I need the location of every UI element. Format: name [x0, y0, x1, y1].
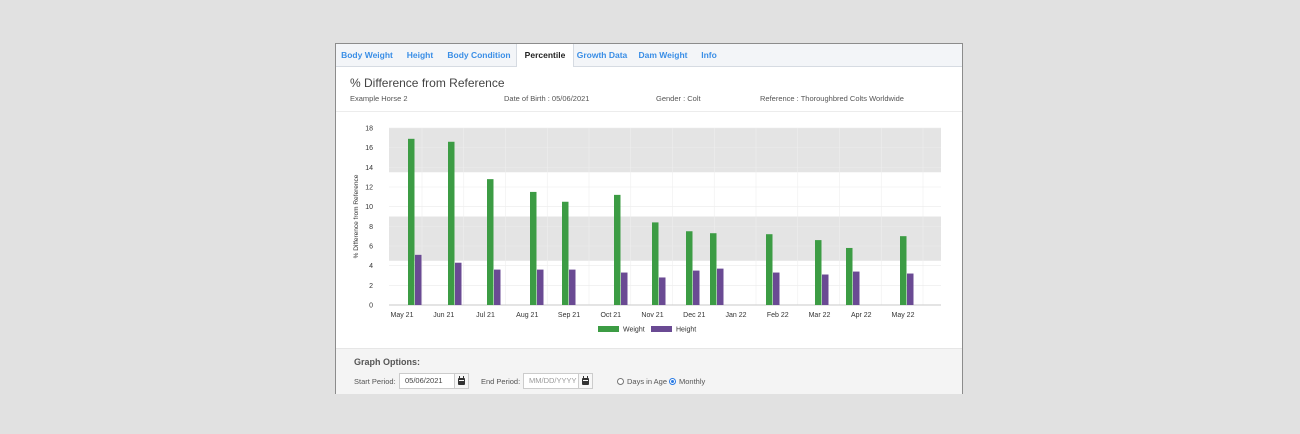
start-period-label: Start Period:	[354, 377, 396, 386]
days-in-age-label[interactable]: Days in Age	[627, 377, 668, 386]
graph-options-title: Graph Options:	[354, 357, 420, 367]
tab-body-weight[interactable]: Body Weight	[341, 50, 393, 60]
height-bar	[717, 268, 724, 305]
weight-bar	[900, 236, 907, 305]
date-of-birth: Date of Birth : 05/06/2021	[504, 94, 590, 103]
calendar-icon	[458, 376, 465, 385]
legend-swatch-height	[651, 326, 672, 332]
height-bar	[455, 262, 462, 305]
weight-bar	[710, 233, 717, 305]
gender: Gender : Colt	[656, 94, 701, 103]
height-bar	[621, 272, 628, 305]
page-title: % Difference from Reference	[350, 76, 505, 90]
tab-info[interactable]: Info	[701, 50, 717, 60]
x-tick-label: May 21	[391, 312, 414, 319]
x-tick-label: Sep 21	[558, 312, 580, 319]
x-tick-label: Jun 21	[433, 312, 454, 319]
weight-bar	[408, 138, 415, 305]
height-bar	[822, 274, 829, 305]
x-tick-label: Mar 22	[809, 312, 831, 319]
reference-band	[389, 128, 941, 173]
y-tick-label: 14	[365, 165, 373, 172]
tab-height[interactable]: Height	[406, 50, 434, 60]
end-calendar-button[interactable]	[579, 373, 593, 389]
weight-bar	[562, 201, 569, 305]
height-bar	[415, 254, 422, 305]
graph-options: Graph Options: Start Period: 05/06/2021 …	[336, 348, 962, 394]
weight-bar	[614, 194, 621, 305]
weight-bar	[766, 234, 773, 305]
divider	[336, 111, 962, 112]
x-tick-label: Apr 22	[851, 312, 872, 319]
y-tick-label: 0	[369, 303, 373, 310]
weight-bar	[448, 141, 455, 305]
tab-growth-data[interactable]: Growth Data	[576, 50, 628, 60]
percentile-panel: Body Weight Height Body Condition Percen…	[335, 43, 963, 394]
horse-name: Example Horse 2	[350, 94, 408, 103]
x-tick-label: Jan 22	[725, 312, 746, 319]
weight-bar	[846, 247, 853, 305]
height-bar	[537, 269, 544, 305]
weight-bar	[815, 240, 822, 305]
calendar-icon	[582, 376, 589, 385]
x-tick-label: Dec 21	[683, 312, 705, 319]
days-in-age-radio[interactable]	[617, 378, 624, 385]
reference-band	[389, 216, 941, 261]
x-tick-label: Jul 21	[476, 312, 495, 319]
tab-bar: Body Weight Height Body Condition Percen…	[336, 44, 962, 67]
end-period-label: End Period:	[481, 377, 521, 386]
weight-bar	[530, 191, 537, 305]
y-tick-label: 18	[365, 126, 373, 133]
y-tick-label: 6	[369, 244, 373, 251]
y-tick-label: 10	[365, 204, 373, 211]
height-bar	[494, 269, 501, 305]
height-bar	[773, 272, 780, 305]
x-tick-label: Nov 21	[641, 312, 663, 319]
y-axis-label: % Difference from Reference	[353, 174, 360, 258]
y-tick-label: 4	[369, 263, 373, 270]
y-tick-label: 16	[365, 145, 373, 152]
monthly-radio[interactable]	[669, 378, 676, 385]
weight-bar	[652, 222, 659, 305]
x-tick-label: Aug 21	[516, 312, 538, 319]
y-tick-label: 8	[369, 224, 373, 231]
x-tick-label: Oct 21	[600, 312, 621, 319]
legend-swatch-weight	[598, 326, 619, 332]
legend-label-weight: Weight	[623, 327, 645, 334]
weight-bar	[686, 231, 693, 305]
start-period-input[interactable]: 05/06/2021	[399, 373, 455, 389]
height-bar	[853, 271, 860, 305]
height-bar	[693, 270, 700, 305]
height-bar	[907, 273, 914, 305]
x-tick-label: May 22	[892, 312, 915, 319]
monthly-label[interactable]: Monthly	[679, 377, 706, 386]
weight-bar	[487, 179, 494, 305]
x-tick-label: Feb 22	[767, 312, 789, 319]
height-bar	[569, 269, 576, 305]
tab-percentile[interactable]: Percentile	[516, 44, 574, 67]
tab-dam-weight[interactable]: Dam Weight	[638, 50, 688, 60]
end-period-input[interactable]: MM/DD/YYYY	[523, 373, 579, 389]
start-calendar-button[interactable]	[455, 373, 469, 389]
height-bar	[659, 277, 666, 305]
y-tick-label: 2	[369, 283, 373, 290]
tab-body-condition[interactable]: Body Condition	[447, 50, 511, 60]
reference: Reference : Thoroughbred Colts Worldwide	[760, 94, 904, 103]
percentile-chart: 0 2 4 6 8 10 12 14 16 18 May 21 Jun 21 Jul 21 Aug 21 S…	[353, 126, 941, 334]
legend-label-height: Height	[676, 327, 696, 334]
y-tick-label: 12	[365, 185, 373, 192]
